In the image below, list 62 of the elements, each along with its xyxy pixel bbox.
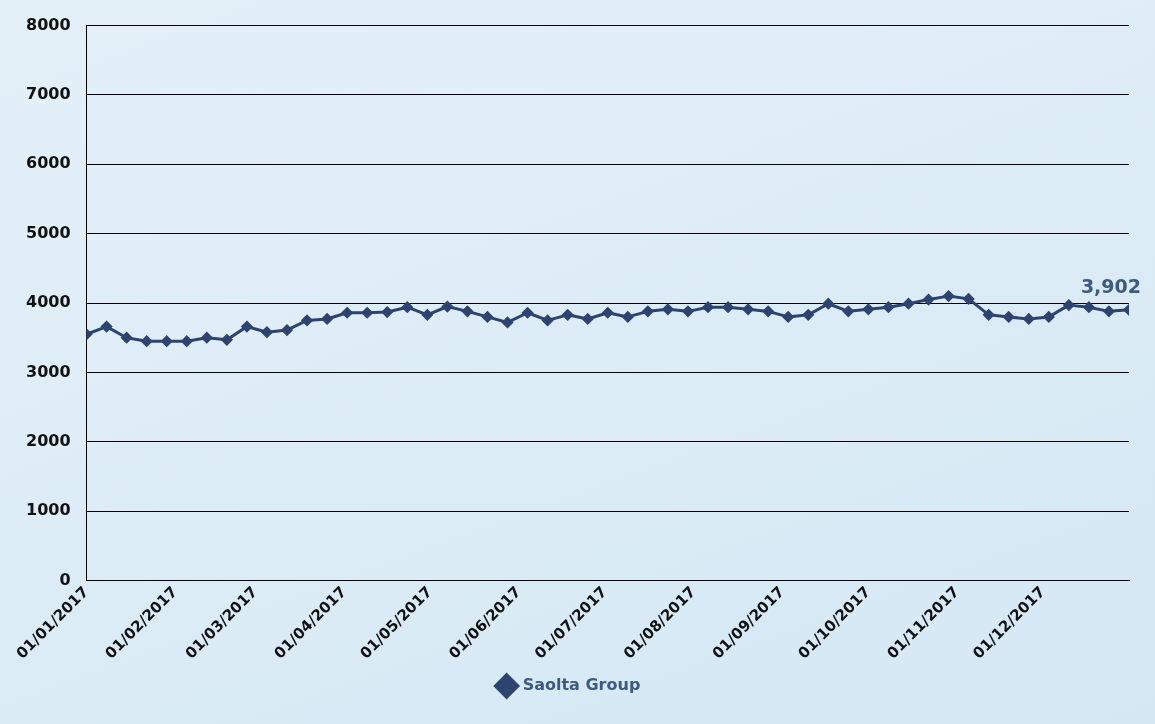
point [682, 305, 694, 317]
point [782, 311, 794, 323]
point [1083, 301, 1095, 313]
point [802, 309, 814, 321]
point [321, 313, 333, 325]
point [582, 313, 594, 325]
y-tick-label: 0 [59, 569, 71, 589]
y-tick-label: 8000 [26, 14, 71, 34]
point [121, 332, 133, 344]
point [1043, 311, 1055, 323]
point [662, 303, 674, 315]
point [822, 298, 834, 310]
point [461, 305, 473, 317]
point [421, 309, 433, 321]
point [1063, 299, 1075, 311]
point [441, 301, 453, 313]
point [381, 306, 393, 318]
point [341, 307, 353, 319]
point [842, 305, 854, 317]
point [101, 321, 113, 333]
point [301, 314, 313, 326]
point [882, 301, 894, 313]
point [902, 298, 914, 310]
point [161, 335, 173, 347]
point [1103, 305, 1115, 317]
point [241, 321, 253, 333]
y-tick-label: 1000 [26, 500, 71, 520]
point [923, 294, 935, 306]
y-tick-label: 6000 [26, 153, 71, 173]
point [622, 311, 634, 323]
point [522, 307, 534, 319]
point [481, 311, 493, 323]
y-tick-label: 3000 [26, 361, 71, 381]
point [401, 301, 413, 313]
point [602, 307, 614, 319]
point [502, 316, 514, 328]
y-tick-label: 7000 [26, 84, 71, 104]
point [762, 305, 774, 317]
point [1023, 313, 1035, 325]
point [261, 326, 273, 338]
point [141, 335, 153, 347]
y-tick-label: 5000 [26, 222, 71, 242]
point [722, 301, 734, 313]
point [201, 332, 213, 344]
point [361, 307, 373, 319]
point [742, 303, 754, 315]
point [1003, 311, 1015, 323]
point [181, 335, 193, 347]
data-label: 3,902 [1080, 275, 1141, 298]
point [221, 334, 233, 346]
point [702, 301, 714, 313]
point [562, 309, 574, 321]
point [281, 324, 293, 336]
point [943, 290, 955, 302]
point [862, 303, 874, 315]
point [642, 305, 654, 317]
point [542, 314, 554, 326]
y-tick-label: 2000 [26, 430, 71, 450]
point [963, 293, 975, 305]
y-tick-label: 4000 [26, 292, 71, 312]
legend-label: Saolta Group [522, 675, 641, 695]
point [983, 309, 995, 321]
